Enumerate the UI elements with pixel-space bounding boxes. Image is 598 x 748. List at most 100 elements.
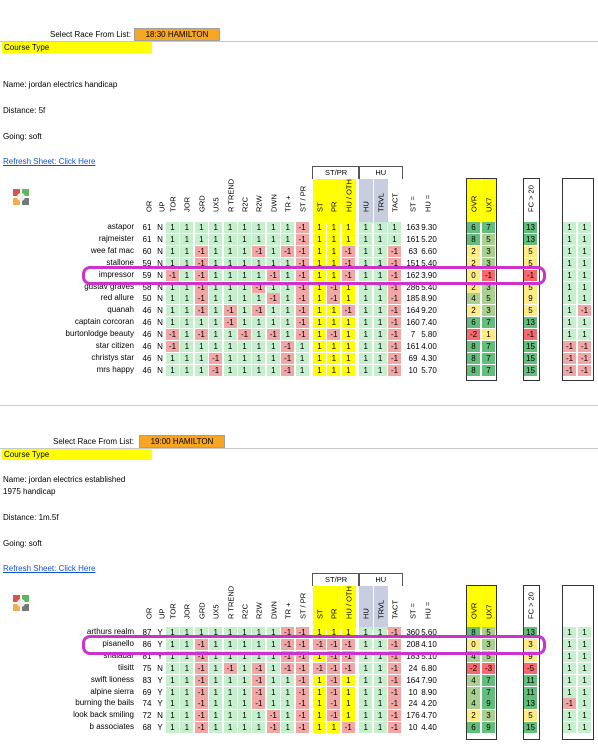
col-header-text: ST / PR: [298, 592, 308, 619]
col-header-jor: JOR: [180, 586, 194, 630]
hu-score: 7: [482, 364, 495, 376]
runner-tact: 4.40: [421, 723, 437, 733]
runner-up: N: [157, 282, 163, 292]
hu-score: 5: [482, 627, 495, 638]
st-score: 4: [467, 686, 480, 698]
ux7-cell: 1: [563, 293, 576, 305]
race-going: Going: soft: [3, 132, 42, 141]
ovr-score: 5: [524, 245, 537, 257]
runner-or: 81: [142, 651, 152, 661]
indicator-cell: 1: [238, 269, 251, 281]
col-header-st: ST: [313, 586, 327, 630]
indicator-cell: 1: [238, 364, 251, 376]
runner-trvl: 286: [406, 282, 420, 292]
runner-or: 50: [142, 294, 152, 304]
indicator-cell: 1: [313, 245, 326, 257]
fc-cell: 1: [578, 698, 591, 710]
indicator-cell: 1: [359, 710, 373, 722]
indicator-cell: -1: [388, 686, 401, 698]
header-divider: [0, 448, 598, 449]
indicator-cell: -1: [341, 305, 355, 317]
indicator-cell: 1: [373, 341, 387, 352]
st-score: 6: [467, 222, 480, 233]
fc-cell: 1: [578, 245, 591, 257]
indicator-cell: -1: [194, 245, 208, 257]
runner-trvl: 10: [408, 723, 418, 733]
indicator-cell: -1: [266, 722, 280, 734]
indicator-cell: -1: [295, 638, 309, 650]
indicator-cell: -1: [295, 305, 309, 317]
indicator-cell: 1: [295, 364, 309, 376]
runner-up: N: [157, 353, 163, 363]
race-panel-2: Select Race From List: 19:00 HAMILTON Cour…: [0, 405, 598, 748]
indicator-cell: -1: [341, 638, 355, 650]
indicator-cell: -1: [341, 662, 355, 674]
indicator-cell: -1: [388, 364, 401, 376]
fc-cell: 1: [578, 233, 591, 245]
indicator-cell: 1: [194, 233, 208, 245]
indicator-cell: -1: [281, 627, 295, 638]
indicator-cell: 1: [295, 341, 309, 352]
indicator-cell: 1: [341, 233, 355, 245]
hu-score: 7: [482, 222, 495, 233]
ovr-score: 15: [524, 722, 537, 734]
indicator-cell: 1: [166, 722, 179, 734]
col-header-text: R TREND: [226, 585, 236, 619]
indicator-cell: 1: [194, 317, 208, 329]
runner-up: N: [157, 270, 163, 280]
race-logo-icon: [12, 594, 30, 612]
indicator-cell: 1: [252, 233, 266, 245]
indicator-cell: -1: [238, 329, 251, 341]
indicator-cell: 1: [281, 329, 295, 341]
race-select-dropdown[interactable]: 18:30 HAMILTON: [134, 28, 220, 41]
runner-name: christys star: [91, 352, 134, 362]
indicator-cell: 1: [388, 222, 401, 233]
col-header-text: TOR: [168, 196, 178, 212]
indicator-cell: -1: [388, 352, 401, 364]
indicator-cell: 1: [238, 245, 251, 257]
indicator-cell: 1: [209, 627, 223, 638]
race-select-dropdown[interactable]: 19:00 HAMILTON: [139, 435, 225, 448]
indicator-cell: 1: [252, 627, 266, 638]
runner-up: N: [157, 234, 163, 244]
col-header-grd: GRD: [195, 586, 209, 630]
column-frame: [523, 585, 540, 741]
indicator-cell: -1: [295, 245, 309, 257]
col-header-text: ST: [315, 609, 325, 619]
indicator-cell: 1: [373, 269, 387, 281]
col-header-st-: ST =: [406, 586, 420, 630]
runner-trvl: 151: [406, 258, 420, 268]
fc-cell: -1: [578, 341, 591, 352]
column-frame: [466, 585, 497, 741]
hu-score: 1: [482, 329, 495, 341]
indicator-cell: 1: [238, 650, 251, 662]
refresh-sheet-link[interactable]: Refresh Sheet: Click Here: [3, 157, 96, 166]
indicator-cell: -1: [266, 329, 280, 341]
runner-tact: 5.70: [421, 365, 437, 375]
indicator-cell: 1: [166, 293, 179, 305]
runner-tact: 3.90: [421, 270, 437, 280]
indicator-cell: 1: [327, 305, 341, 317]
indicator-cell: -1: [252, 281, 266, 293]
runner-tact: 5.40: [421, 282, 437, 292]
ux7-cell: 1: [563, 662, 576, 674]
race-distance: Distance: 1m.5f: [3, 513, 59, 522]
runner-up: N: [157, 365, 163, 375]
ux7-cell: 1: [563, 686, 576, 698]
indicator-cell: 1: [373, 245, 387, 257]
col-header-text: HU: [361, 608, 371, 619]
indicator-cell: 1: [373, 281, 387, 293]
refresh-sheet-link[interactable]: Refresh Sheet: Click Here: [3, 564, 96, 573]
indicator-cell: -1: [388, 650, 401, 662]
indicator-cell: 1: [327, 317, 341, 329]
col-header-st-pr: ST / PR: [296, 179, 310, 223]
indicator-cell: -1: [209, 352, 223, 364]
indicator-cell: -1: [327, 698, 341, 710]
indicator-cell: 1: [359, 269, 373, 281]
hu-score: 3: [482, 710, 495, 722]
col-header-text: TOR: [168, 603, 178, 619]
indicator-cell: 1: [223, 245, 237, 257]
indicator-cell: -1: [194, 662, 208, 674]
indicator-cell: 1: [327, 352, 341, 364]
indicator-cell: 1: [180, 352, 194, 364]
